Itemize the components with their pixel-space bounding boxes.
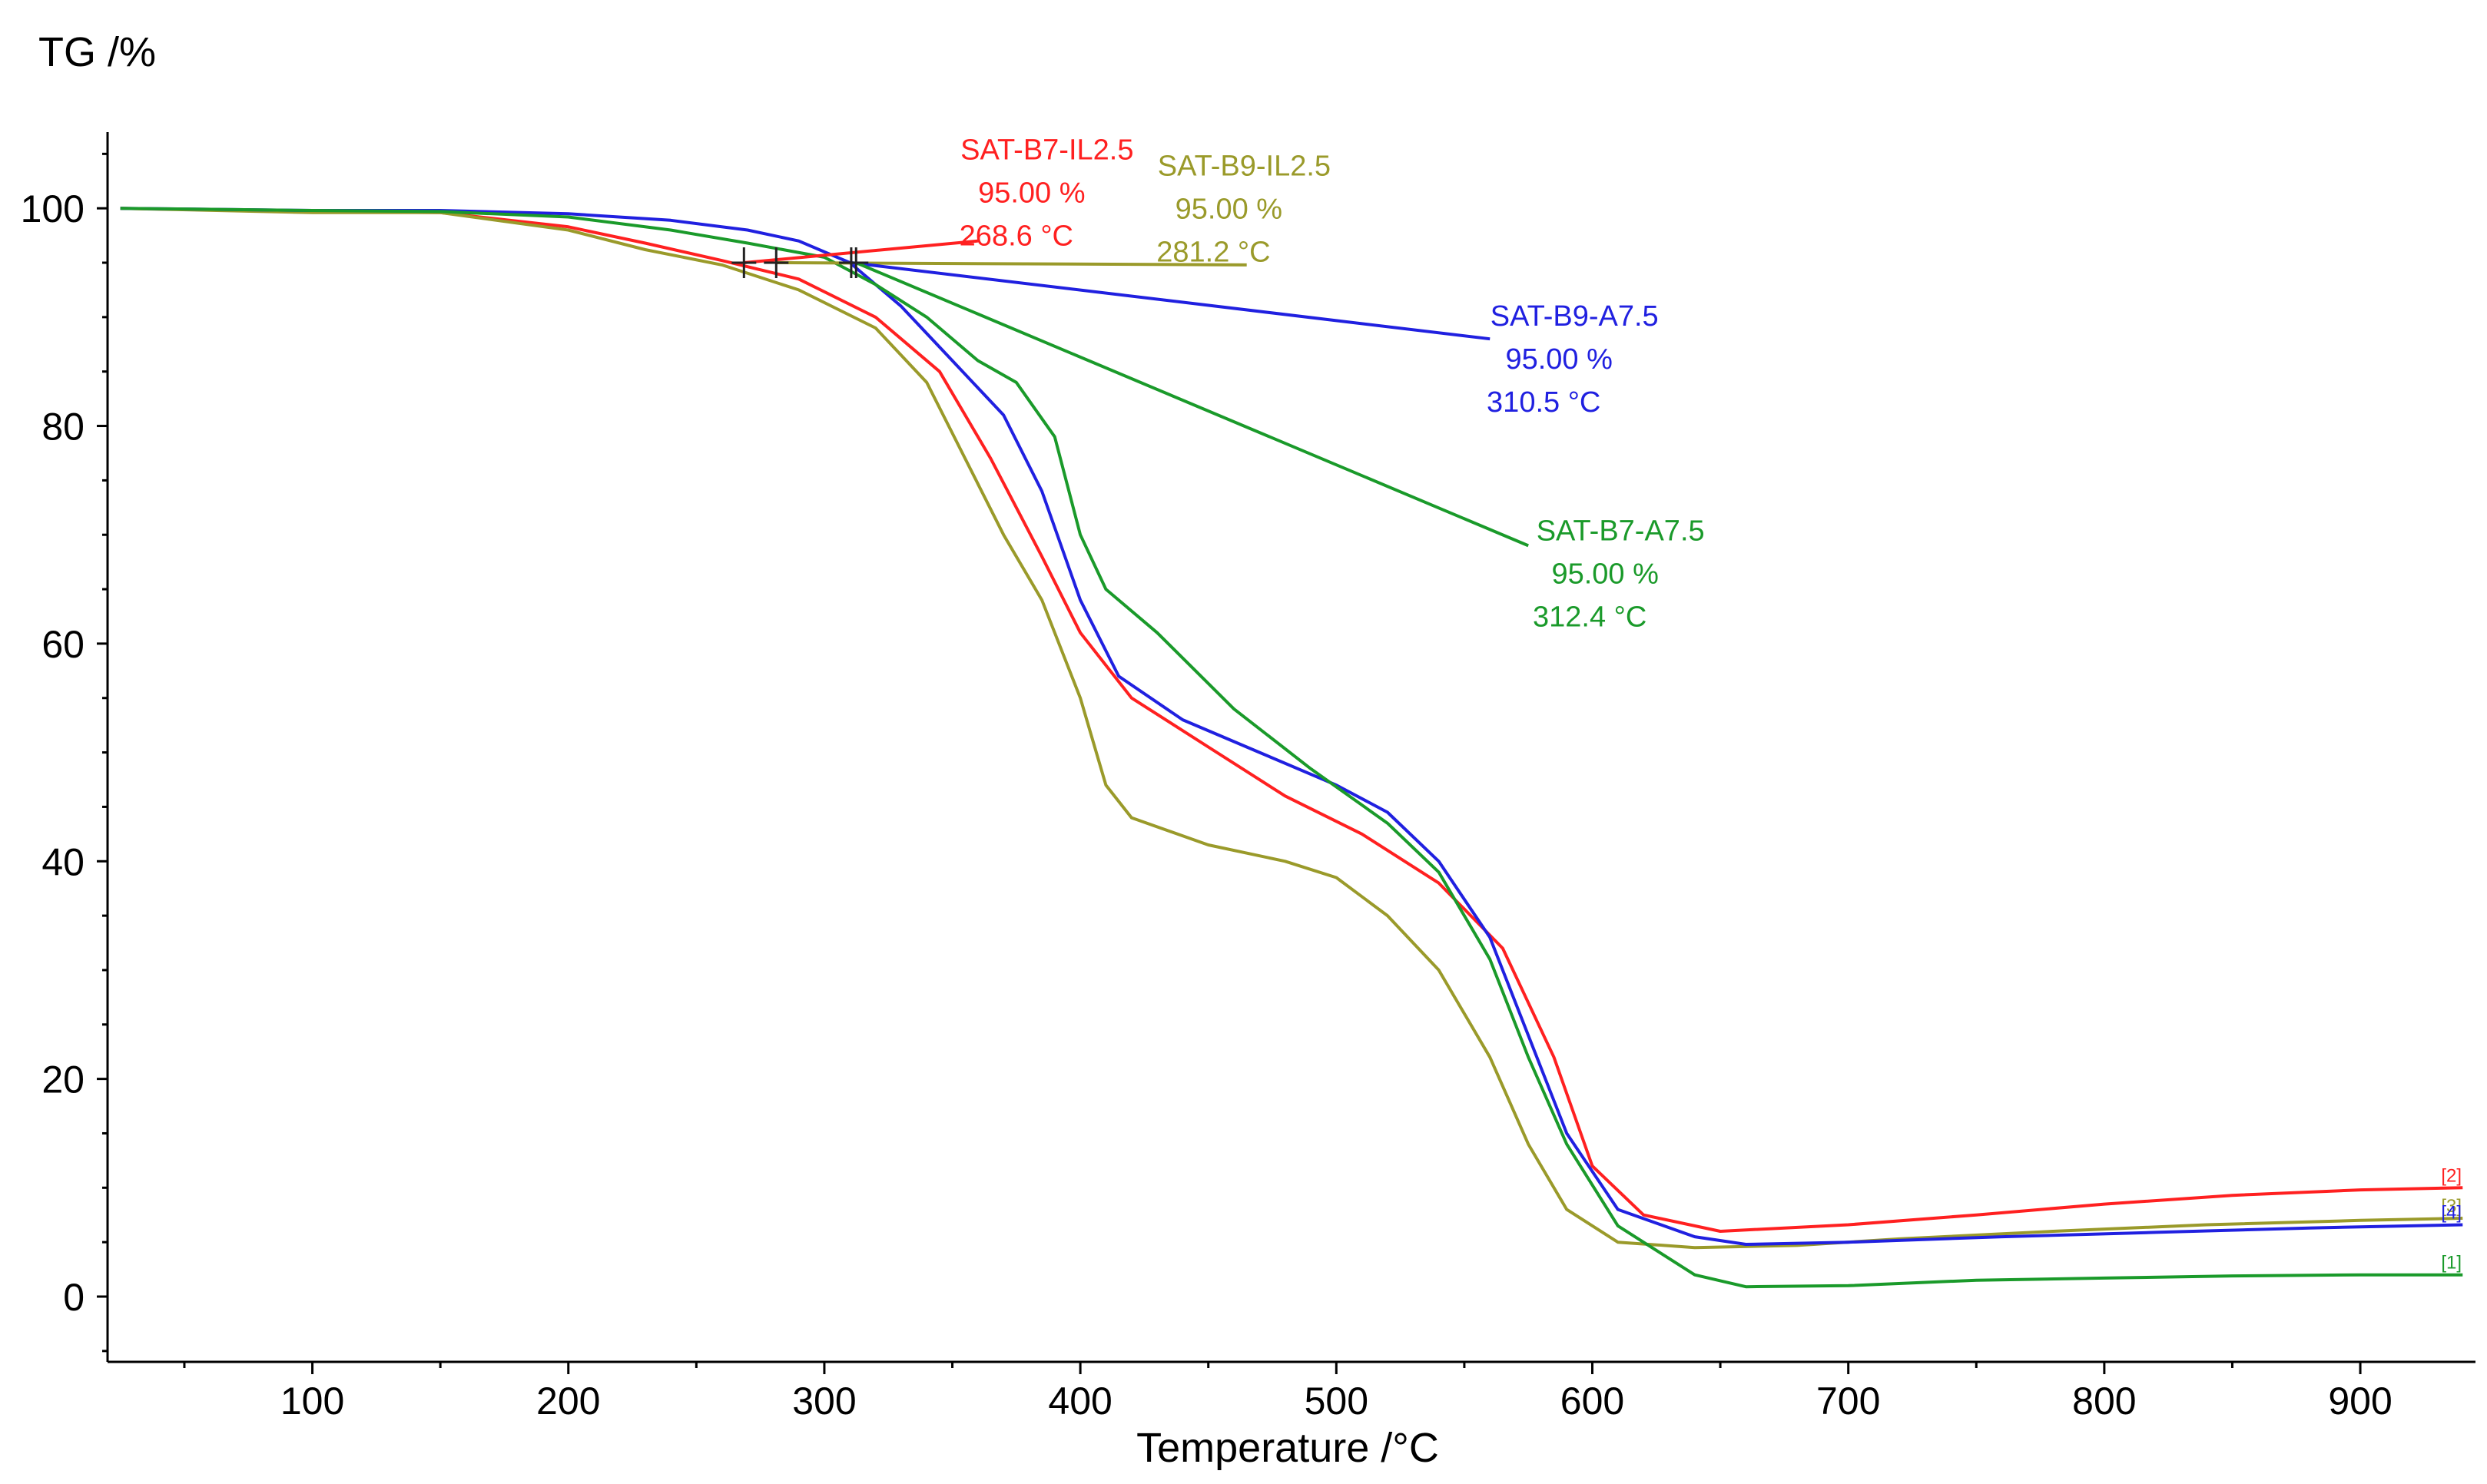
onset-mass-label: 95.00 % <box>978 177 1085 209</box>
x-tick-label: 900 <box>2328 1380 2392 1423</box>
x-tick-label: 500 <box>1305 1380 1368 1423</box>
x-tick-label: 200 <box>536 1380 600 1423</box>
axes: 100 200 300 400 500 600 700 800 900 0 20 40 60 80 100 <box>21 132 2475 1423</box>
x-tick-label: 600 <box>1560 1380 1624 1423</box>
series-line-4 <box>120 207 2463 1289</box>
series-end-tag: [3] <box>2441 1196 2462 1217</box>
x-axis-title: Temperature /°C <box>1136 1425 1439 1471</box>
series-layer: [2] [3][4] [1] <box>120 207 2463 1289</box>
series-line-3 <box>120 207 2463 1246</box>
series-name-label: SAT-B7-A7.5 <box>1537 515 1705 547</box>
y-tick-label: 0 <box>63 1276 85 1319</box>
onset-mass-label: 95.00 % <box>1505 343 1612 376</box>
y-tick-label: 100 <box>21 187 85 230</box>
onset-temp-label: 310.5 °C <box>1487 386 1600 419</box>
onset-temp-label: 268.6 °C <box>960 220 1073 252</box>
onset-temp-label: 312.4 °C <box>1533 601 1646 633</box>
series-name-label: SAT-B9-A7.5 <box>1491 300 1659 333</box>
onset-leader-line <box>855 261 1529 548</box>
series-name-label: SAT-B7-IL2.5 <box>960 134 1133 166</box>
annotations: SAT-B7-IL2.5 95.00 % 268.6 °C SAT-B9-IL2.5 9… <box>731 134 1705 633</box>
y-tick-label: 60 <box>41 623 85 666</box>
onset-mass-label: 95.00 % <box>1551 558 1658 590</box>
onset-leader-line <box>851 261 1491 341</box>
y-tick-label: 40 <box>41 840 85 883</box>
series-end-tag: [2] <box>2441 1165 2462 1186</box>
y-tick-label: 20 <box>41 1058 85 1101</box>
y-tick-label: 80 <box>41 406 85 449</box>
series-end-tag: [1] <box>2441 1253 2462 1274</box>
onset-leader-line <box>744 239 979 265</box>
x-tick-label: 100 <box>280 1380 344 1423</box>
series-line-2 <box>120 207 2463 1250</box>
x-tick-label: 400 <box>1048 1380 1112 1423</box>
y-axis-title: TG /% <box>38 29 156 75</box>
series-line-1 <box>120 207 2463 1233</box>
x-tick-label: 800 <box>2072 1380 2136 1423</box>
x-tick-label: 300 <box>792 1380 856 1423</box>
onset-mass-label: 95.00 % <box>1176 194 1282 226</box>
series-end-tag: [4] <box>2441 1202 2462 1223</box>
onset-temp-label: 281.2 °C <box>1156 237 1270 269</box>
x-tick-label: 700 <box>1816 1380 1880 1423</box>
series-name-label: SAT-B9-IL2.5 <box>1158 151 1331 183</box>
